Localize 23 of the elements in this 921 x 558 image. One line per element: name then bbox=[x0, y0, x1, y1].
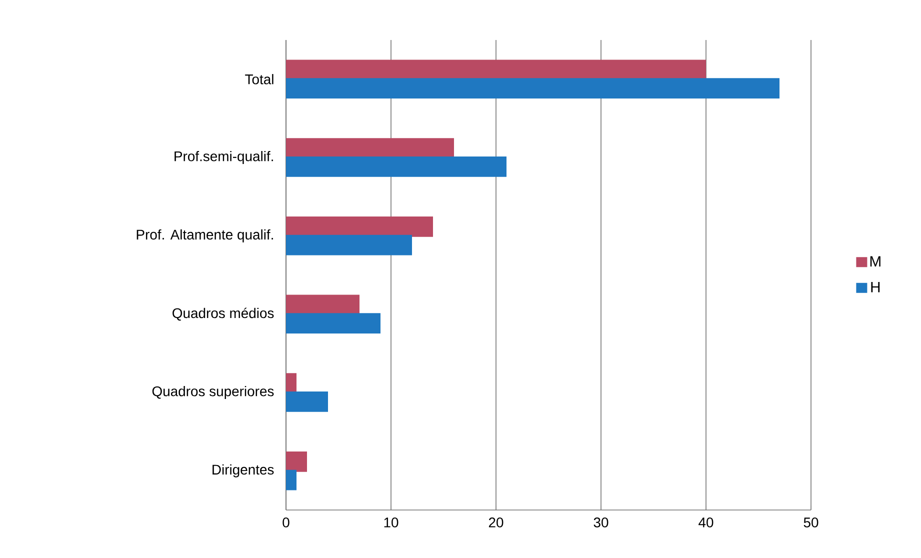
y-tick-label: Quadros médios bbox=[172, 308, 274, 321]
bar bbox=[286, 470, 296, 490]
bar bbox=[286, 216, 433, 237]
legend-label: M bbox=[870, 256, 880, 267]
x-tick-label: 30 bbox=[594, 518, 608, 528]
x-tick-label: 40 bbox=[698, 518, 714, 528]
y-tick-label: Prof. Altamente qualif. bbox=[136, 229, 273, 242]
bar bbox=[286, 451, 307, 472]
bar bbox=[286, 392, 328, 412]
bar bbox=[286, 234, 412, 256]
x-tick-label: 10 bbox=[384, 518, 398, 528]
y-tick-label: Quadros superiores bbox=[152, 386, 274, 399]
y-tick-label: Total bbox=[245, 74, 274, 84]
x-tick-label: 0 bbox=[282, 518, 290, 528]
legend-label: H bbox=[871, 282, 880, 292]
x-tick-label: 20 bbox=[488, 518, 504, 528]
bar bbox=[286, 313, 380, 334]
x-tick-label: 50 bbox=[804, 518, 818, 528]
bar bbox=[286, 78, 780, 99]
y-tick-label: Prof.semi-qualif. bbox=[174, 151, 273, 164]
bar bbox=[286, 138, 454, 158]
bar bbox=[286, 156, 506, 177]
y-tick-label: Dirigentes bbox=[212, 464, 274, 478]
